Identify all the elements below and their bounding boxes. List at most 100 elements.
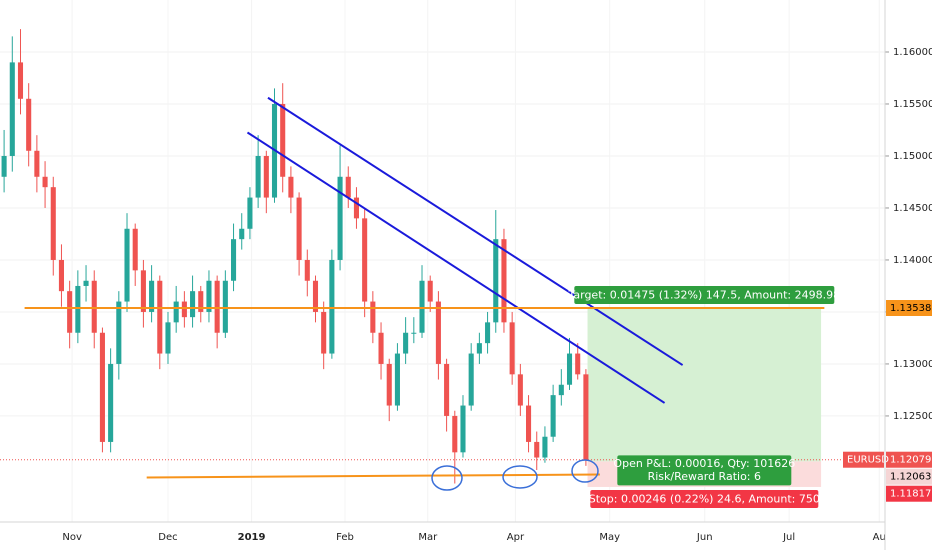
- price-tag: [886, 468, 932, 485]
- candle-body: [353, 197, 359, 219]
- candle-body: [173, 301, 179, 323]
- candle-body: [58, 259, 64, 292]
- candle-body: [91, 280, 97, 333]
- candle-body: [42, 176, 48, 188]
- candle-body: [468, 353, 474, 406]
- candle-body: [419, 280, 425, 333]
- candle-body: [116, 301, 122, 364]
- candle-body: [452, 415, 458, 453]
- candle-body: [222, 280, 228, 333]
- candle-body: [444, 363, 450, 416]
- x-tick-label: May: [599, 532, 620, 543]
- drawn-line: [146, 473, 600, 479]
- candle-body: [26, 98, 32, 151]
- stop-label-box: [590, 489, 819, 508]
- candle-body: [132, 228, 138, 271]
- x-tick-label: Feb: [336, 532, 354, 543]
- candle-body: [17, 62, 24, 99]
- candle-body: [149, 280, 155, 312]
- price-tag: [886, 300, 932, 317]
- x-tick-label: 2019: [238, 532, 266, 543]
- price-tag-label: 1.13538: [890, 303, 931, 314]
- candle-body: [157, 280, 163, 354]
- candle-body: [239, 228, 245, 240]
- candle-body: [501, 239, 507, 323]
- price-tag: [886, 485, 932, 502]
- candle-body: [542, 436, 548, 458]
- candle-body: [460, 405, 466, 453]
- candle-body: [394, 353, 400, 406]
- candle-body: [83, 280, 89, 286]
- candle-body: [321, 311, 327, 354]
- x-tick-label: Mar: [418, 532, 438, 543]
- y-tick-label: 1.13000: [893, 359, 932, 370]
- candle-body: [378, 332, 384, 364]
- candle-body: [476, 343, 482, 354]
- pnl-label: Open P&L: 0.00016, Qty: 101626: [613, 457, 795, 470]
- x-tick-label: Jul: [782, 532, 795, 543]
- candle-body: [345, 176, 351, 198]
- y-tick-label: 1.14000: [893, 255, 932, 266]
- candle-body: [9, 62, 15, 156]
- candle-body: [517, 374, 523, 406]
- annotation-circle: [571, 459, 599, 483]
- candle-body: [312, 280, 319, 312]
- candle-body: [558, 384, 564, 396]
- candle-body: [550, 395, 556, 437]
- target-label-box: [574, 286, 835, 305]
- candle-body: [140, 270, 146, 312]
- candle-body: [386, 363, 392, 406]
- candle-body: [337, 176, 343, 260]
- candle-body: [34, 150, 40, 177]
- x-tick-label: Jun: [696, 532, 713, 543]
- x-tick-label: Dec: [158, 532, 177, 543]
- candle-body: [427, 280, 433, 302]
- candle-body: [575, 353, 581, 375]
- y-tick-label: 1.12500: [893, 411, 932, 422]
- candle-body: [190, 291, 196, 318]
- candle-body: [509, 322, 515, 375]
- x-tick-label: Apr: [507, 532, 525, 543]
- candle-body: [124, 228, 130, 302]
- target-label: Target: 0.01475 (1.32%) 147.5, Amount: 2…: [567, 289, 840, 302]
- candle-body: [296, 197, 302, 260]
- price-tag-label: 1.12063: [890, 472, 931, 483]
- candle-body: [263, 155, 269, 198]
- candle-body: [181, 301, 187, 318]
- annotation-circle: [502, 465, 538, 489]
- x-tick-label: Nov: [62, 532, 82, 543]
- candle-body: [255, 155, 261, 198]
- candle-body: [206, 280, 212, 312]
- candle-body: [435, 301, 441, 364]
- candle-body: [403, 332, 409, 354]
- y-tick-label: 1.16000: [893, 47, 932, 58]
- candle-body: [485, 322, 491, 344]
- stop-label: Stop: 0.00246 (0.22%) 24.6, Amount: 750: [589, 492, 820, 505]
- y-tick-label: 1.15000: [893, 151, 932, 162]
- price-tag-label: 1.11817: [890, 489, 931, 500]
- candle-body: [165, 322, 171, 354]
- candle-body: [108, 363, 114, 442]
- price-tag-label: 1.12079: [890, 455, 931, 466]
- symbol-tag-label: EURUSD: [847, 455, 889, 466]
- candle-body: [214, 280, 220, 333]
- pnl-label-box: [617, 455, 792, 486]
- candle-body: [280, 103, 286, 177]
- y-tick-label: 1.14500: [893, 203, 932, 214]
- x-tick-label: Au: [873, 532, 886, 543]
- candle-body: [99, 332, 105, 442]
- candle-body: [566, 353, 573, 385]
- candle-body: [75, 285, 81, 333]
- candle-body: [411, 332, 417, 334]
- candle-body: [329, 259, 335, 354]
- position-labels: Target: 0.01475 (1.32%) 147.5, Amount: 2…: [567, 286, 840, 508]
- candle-body: [304, 259, 310, 281]
- candle-body: [247, 197, 253, 229]
- candle-body: [1, 155, 7, 177]
- candle-body: [526, 405, 532, 442]
- target-zone: [587, 308, 822, 462]
- symbol-tag: [843, 451, 884, 468]
- candle-body: [231, 239, 237, 281]
- candle-body: [583, 374, 589, 460]
- candle-body: [288, 176, 294, 198]
